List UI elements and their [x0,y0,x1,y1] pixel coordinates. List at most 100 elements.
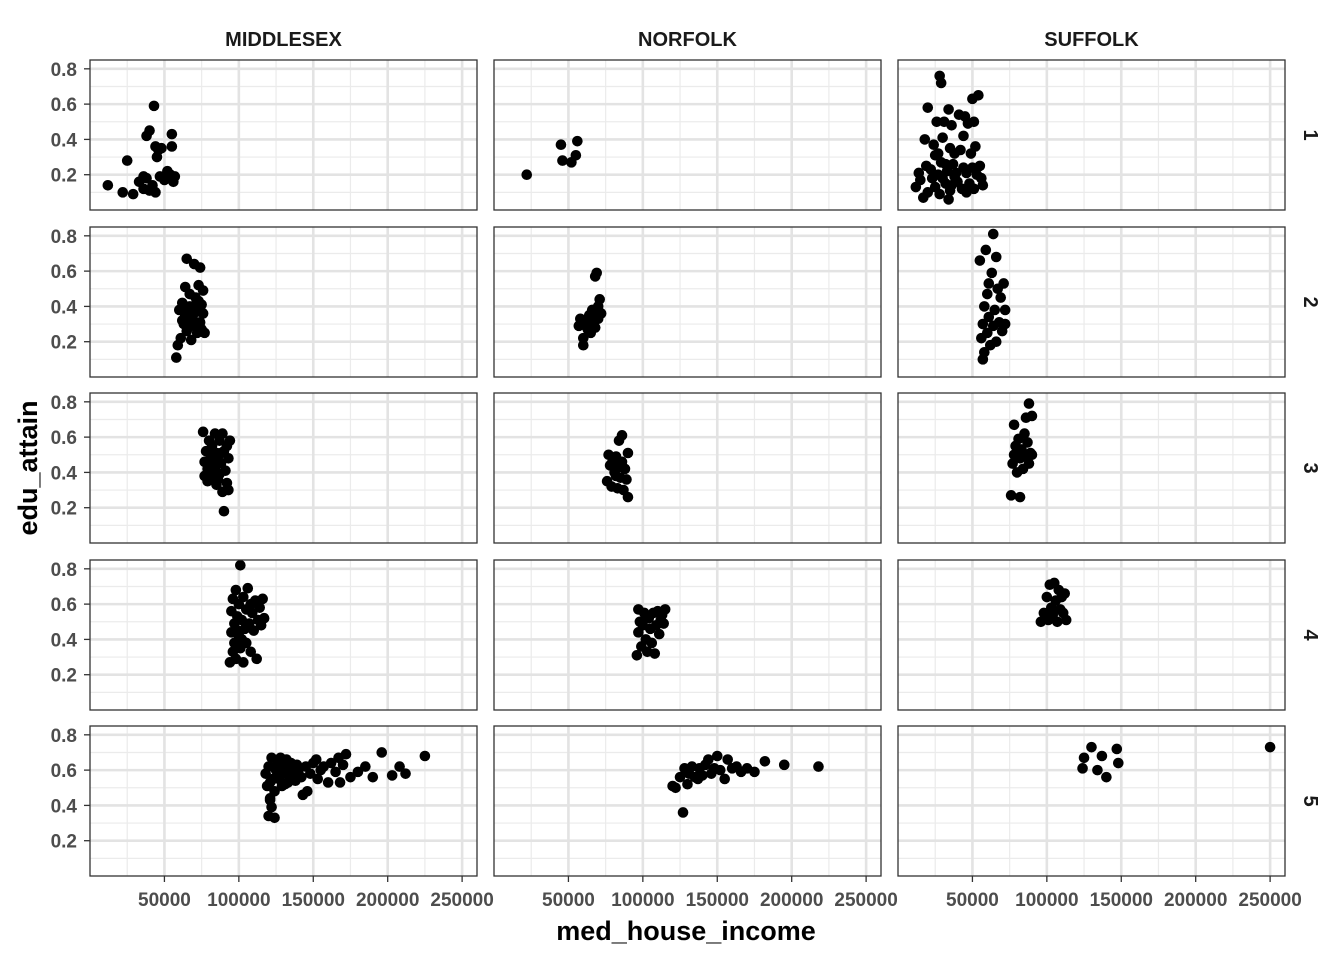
data-point [394,761,405,772]
data-point [968,183,980,195]
data-point [998,278,1009,289]
x-tick-label: 200000 [1164,890,1227,911]
data-point [989,304,1001,316]
data-point [1101,771,1112,783]
y-tick-label: 0.2 [51,166,77,187]
panel-background [898,227,1285,377]
data-point [935,77,947,89]
data-point [217,428,228,439]
x-tick-label: 50000 [138,890,191,911]
y-tick-label: 0.8 [51,227,77,248]
data-point [940,158,951,170]
data-point [591,267,603,279]
x-tick-label: 50000 [946,890,999,911]
data-point [367,771,379,783]
data-point [670,782,681,794]
data-point [182,322,194,333]
y-tick-label: 0.4 [51,130,78,151]
x-tick-label: 150000 [686,890,749,911]
x-tick-label: 100000 [207,890,270,911]
data-point [947,158,959,170]
data-point [291,759,303,771]
data-point [257,593,268,605]
data-point [175,332,187,344]
data-point [946,119,957,131]
data-point [197,426,209,438]
y-tick-label: 0.2 [51,333,77,354]
facet-panel-middlesex-4: 0.2 0.4 0.6 0.8 [51,559,478,711]
panel-border [897,392,1286,544]
data-point [312,773,324,785]
data-point [759,755,771,767]
data-point [232,625,243,636]
data-point [264,794,276,806]
data-point [995,292,1007,303]
data-point [296,771,307,783]
panel-background [898,393,1285,543]
data-point [697,770,708,781]
data-point [212,474,224,485]
y-tick-label: 0.6 [51,95,77,116]
data-point [631,649,643,661]
data-point [653,628,665,640]
data-point [986,267,998,279]
panel-background [90,393,477,543]
data-point [982,288,993,300]
data-point [722,754,733,765]
x-tick-label: 250000 [430,890,493,911]
data-point [185,334,197,346]
data-point [197,285,209,296]
panel-background [494,560,881,710]
facet-panel-middlesex-1: 0.2 0.4 0.6 0.8 [51,59,478,211]
data-point [677,807,689,818]
data-point [310,754,322,765]
data-point [1078,752,1090,764]
data-point [658,618,669,629]
data-point [813,761,824,772]
panel-background [494,393,881,543]
panel-border [897,226,1286,378]
data-point [269,812,280,824]
data-point [269,785,280,797]
x-axis-title: med_house_income [556,916,816,946]
data-point [242,582,254,594]
data-point [977,179,989,191]
data-point [1022,437,1033,448]
data-point [943,104,954,115]
facet-panel-middlesex-2: 0.2 0.4 0.6 0.8 [51,226,478,378]
data-point [586,304,598,316]
data-point [117,187,129,198]
facet-panel-suffolk-5: 50000 100000 150000 200000 250000 [897,725,1302,911]
data-point [974,255,986,266]
panel-border [493,59,882,211]
data-point [1051,616,1063,628]
data-point [950,167,962,179]
y-tick-label: 0.6 [51,262,77,283]
y-tick-label: 0.2 [51,832,77,853]
data-point [1060,614,1072,626]
data-point [1264,741,1276,753]
data-point [925,164,937,175]
row-strip-label-4: 4 [1299,629,1321,641]
data-point [166,141,178,152]
data-point [258,612,270,624]
data-point [606,458,617,469]
data-point [144,125,155,136]
data-point [322,777,334,788]
data-point [345,771,356,783]
data-point [218,505,230,517]
data-point [915,174,926,186]
data-point [1077,763,1088,774]
facet-panel-norfolk-2 [493,226,882,378]
x-tick-label: 150000 [282,890,345,911]
data-point [946,179,957,191]
panel-border [493,725,882,877]
data-point [982,327,993,339]
data-point [1007,458,1018,469]
x-tick-label: 150000 [1090,890,1153,911]
data-point [181,253,193,265]
data-point [1026,410,1038,422]
data-point [983,311,995,323]
y-tick-label: 0.8 [51,393,77,414]
